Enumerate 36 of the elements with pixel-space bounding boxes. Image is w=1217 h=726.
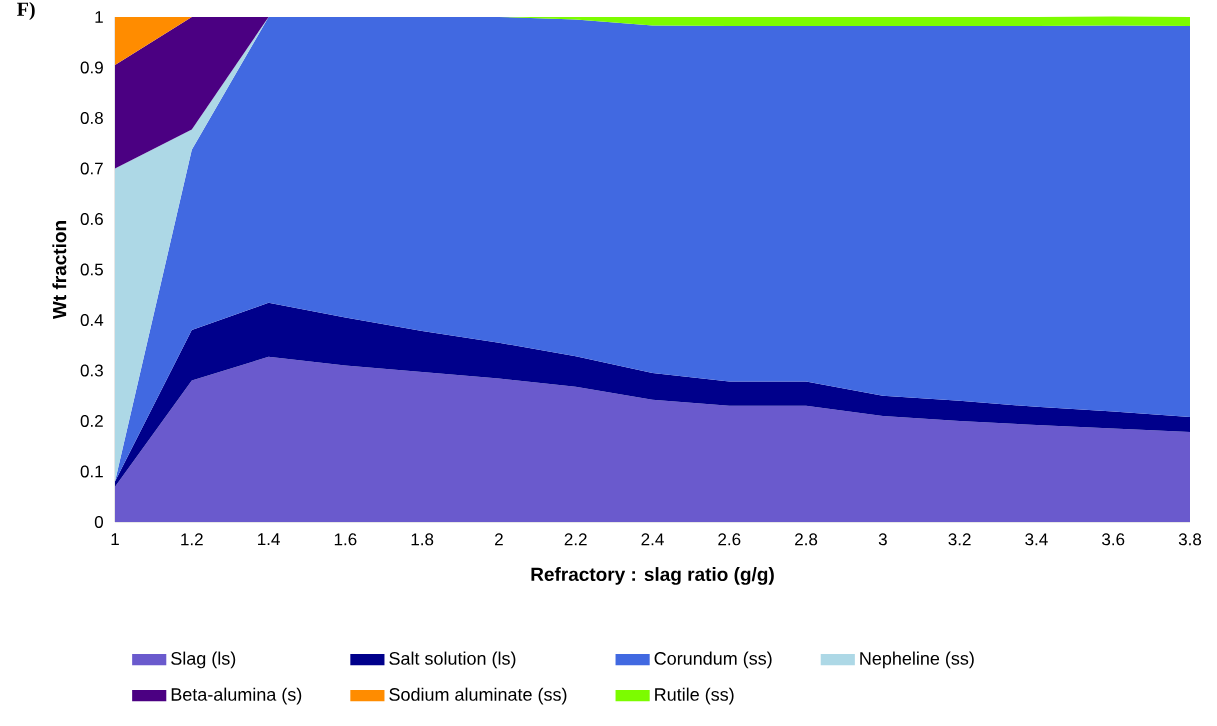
x-tick-label: 2.8 xyxy=(795,533,818,546)
y-tick-label: 0.9 xyxy=(80,61,103,74)
y-tick-label: 0.5 xyxy=(80,263,103,276)
chart-title: F) xyxy=(17,1,35,21)
x-tick-label: 3 xyxy=(878,533,887,546)
x-tick-label: 1.2 xyxy=(181,533,203,546)
x-tick-label: 1.8 xyxy=(411,533,434,546)
x-tick-label: 3.6 xyxy=(1102,533,1125,546)
legend-label: Nepheline (ss) xyxy=(860,651,974,669)
legend-label: Sodium aluminate (ss) xyxy=(389,687,567,705)
y-tick-label: 0.8 xyxy=(80,111,103,124)
y-tick-label: 0 xyxy=(94,515,103,528)
x-tick-label: 1.6 xyxy=(334,533,357,546)
y-tick-label: 1 xyxy=(95,11,103,23)
legend-label: Corundum (ss) xyxy=(654,651,772,669)
x-tick-label: 1.4 xyxy=(258,533,280,546)
legend-label: Slag (ls) xyxy=(171,651,236,669)
x-tick-label: 3.8 xyxy=(1178,533,1202,546)
x-tick-label: 2 xyxy=(495,533,503,546)
y-tick-label: 0.7 xyxy=(80,162,103,175)
y-tick-label: 0.1 xyxy=(80,465,103,478)
y-tick-label: 0.4 xyxy=(80,313,104,326)
x-tick-label: 1 xyxy=(111,533,119,546)
y-axis-title: Wt fraction xyxy=(52,221,67,320)
y-tick-label: 0.2 xyxy=(80,414,103,427)
x-tick-label: 2.4 xyxy=(641,533,664,546)
y-tick-label: 0.6 xyxy=(80,212,103,225)
x-tick-label: 2.2 xyxy=(564,533,587,546)
legend-label: Beta-alumina (s) xyxy=(171,687,302,705)
x-tick-label: 3.2 xyxy=(948,533,971,546)
x-axis-title: Refractory : slag ratio (g/g) xyxy=(531,567,774,585)
legend-label: Rutile (ss) xyxy=(655,687,734,705)
x-tick-label: 2.6 xyxy=(718,533,741,546)
y-tick-label: 0.3 xyxy=(80,364,103,377)
x-tick-label: 3.4 xyxy=(1025,533,1048,546)
legend-label: Salt solution (ls) xyxy=(389,651,516,669)
